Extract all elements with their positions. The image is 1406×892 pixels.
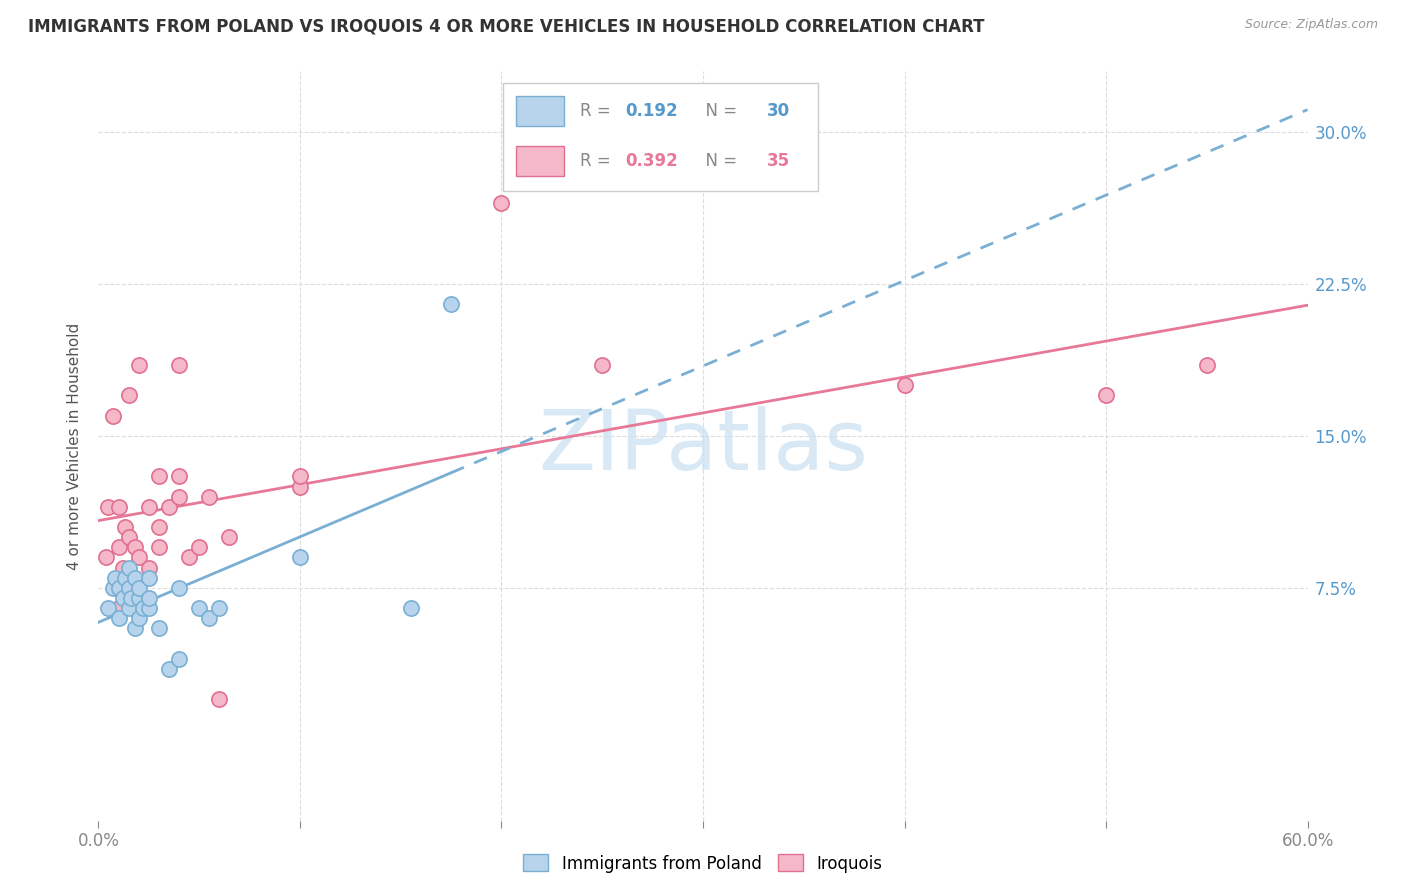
Point — [124, 621, 146, 635]
Point — [893, 378, 915, 392]
Point — [124, 541, 146, 555]
Point — [111, 591, 134, 605]
Text: N =: N = — [695, 102, 742, 120]
Point — [491, 196, 513, 211]
Point — [157, 500, 180, 514]
Point — [440, 297, 463, 311]
Point — [128, 550, 150, 565]
Point — [167, 581, 190, 595]
Point — [103, 571, 125, 585]
Point — [157, 662, 180, 676]
Point — [138, 571, 160, 585]
Point — [111, 560, 134, 574]
Point — [288, 550, 311, 565]
Point — [97, 601, 120, 615]
Point — [118, 388, 141, 402]
Point — [118, 530, 141, 544]
Text: 0.392: 0.392 — [626, 153, 678, 170]
Point — [114, 571, 136, 585]
Point — [107, 541, 129, 555]
Point — [148, 541, 170, 555]
Point — [128, 358, 150, 372]
Legend: Immigrants from Poland, Iroquois: Immigrants from Poland, Iroquois — [517, 847, 889, 880]
Text: IMMIGRANTS FROM POLAND VS IROQUOIS 4 OR MORE VEHICLES IN HOUSEHOLD CORRELATION C: IMMIGRANTS FROM POLAND VS IROQUOIS 4 OR … — [28, 18, 984, 36]
Point — [107, 581, 129, 595]
Point — [218, 530, 240, 544]
Point — [132, 601, 155, 615]
Point — [148, 469, 170, 483]
Text: 0.192: 0.192 — [626, 102, 678, 120]
Point — [101, 581, 124, 595]
FancyBboxPatch shape — [503, 83, 818, 191]
Point — [167, 651, 190, 665]
Text: ZIPatlas: ZIPatlas — [538, 406, 868, 486]
Point — [118, 581, 141, 595]
Point — [167, 469, 190, 483]
Point — [288, 469, 311, 483]
Y-axis label: 4 or more Vehicles in Household: 4 or more Vehicles in Household — [67, 322, 83, 570]
Text: 30: 30 — [768, 102, 790, 120]
Text: 35: 35 — [768, 153, 790, 170]
Point — [118, 571, 141, 585]
Point — [188, 541, 211, 555]
Point — [148, 520, 170, 534]
Point — [107, 601, 129, 615]
Point — [1095, 388, 1118, 402]
Point — [114, 520, 136, 534]
Point — [118, 560, 141, 574]
Text: R =: R = — [579, 153, 616, 170]
Point — [128, 581, 150, 595]
Point — [138, 560, 160, 574]
Point — [179, 550, 201, 565]
Point — [120, 591, 142, 605]
Point — [399, 601, 422, 615]
Point — [148, 621, 170, 635]
Point — [208, 601, 231, 615]
Point — [208, 692, 231, 706]
Point — [138, 591, 160, 605]
Point — [188, 601, 211, 615]
Point — [198, 490, 221, 504]
FancyBboxPatch shape — [516, 146, 564, 177]
Point — [1195, 358, 1218, 372]
Point — [167, 358, 190, 372]
Point — [101, 409, 124, 423]
Text: N =: N = — [695, 153, 742, 170]
Point — [138, 601, 160, 615]
Point — [198, 611, 221, 625]
Point — [97, 500, 120, 514]
Point — [107, 500, 129, 514]
Point — [107, 611, 129, 625]
Point — [128, 611, 150, 625]
Text: Source: ZipAtlas.com: Source: ZipAtlas.com — [1244, 18, 1378, 31]
Point — [167, 490, 190, 504]
FancyBboxPatch shape — [516, 96, 564, 126]
Text: R =: R = — [579, 102, 616, 120]
Point — [118, 601, 141, 615]
Point — [138, 500, 160, 514]
Point — [124, 571, 146, 585]
Point — [128, 591, 150, 605]
Point — [288, 479, 311, 493]
Point — [591, 358, 613, 372]
Point — [96, 550, 118, 565]
